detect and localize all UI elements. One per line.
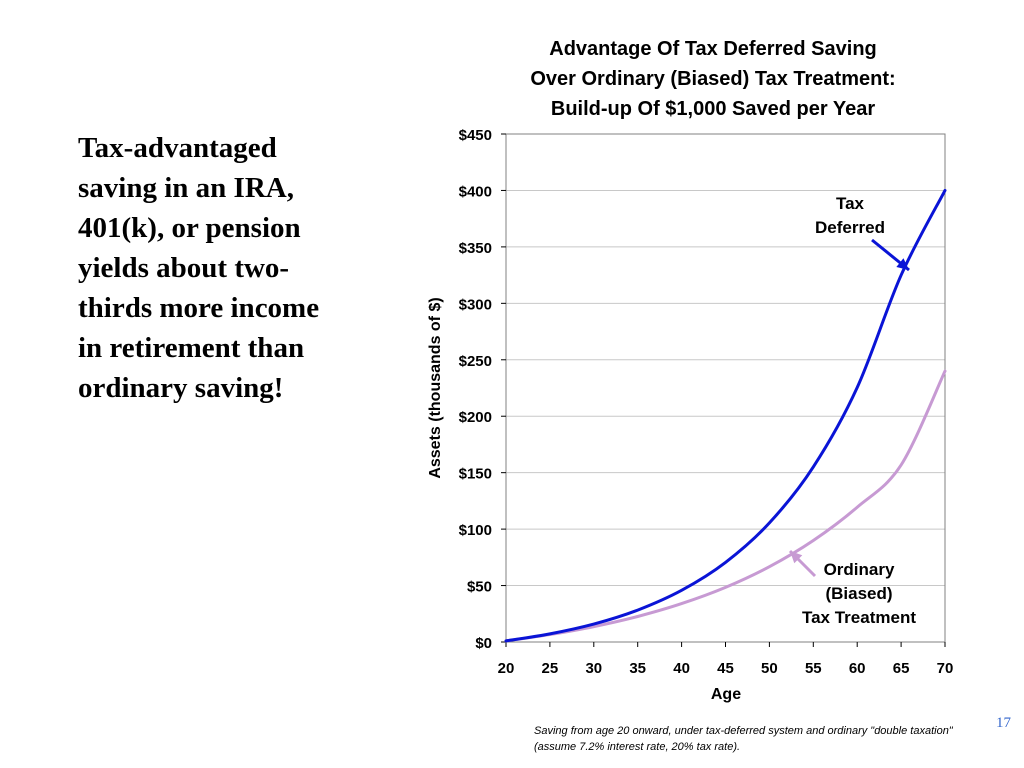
x-axis-label: Age xyxy=(711,686,741,703)
chart-grid xyxy=(506,189,945,587)
series-label-line: Deferred xyxy=(815,218,885,237)
x-tick-label: 65 xyxy=(893,660,910,677)
page-number: 17 xyxy=(996,715,1011,731)
chart-title: Advantage Of Tax Deferred Saving Over Or… xyxy=(470,34,956,124)
y-tick-label: $450 xyxy=(459,127,492,144)
chart-title-line: Advantage Of Tax Deferred Saving xyxy=(549,38,877,60)
series-line-tax-deferred xyxy=(504,188,947,643)
x-tick-label: 25 xyxy=(542,660,559,677)
y-tick-label: $150 xyxy=(459,466,492,483)
series-label-line: Tax Treatment xyxy=(801,608,916,627)
ordinary-arrow-head xyxy=(790,551,803,564)
x-tick-label: 50 xyxy=(761,660,778,677)
chart-series xyxy=(504,188,947,643)
y-tick-label: $300 xyxy=(459,296,492,313)
y-axis-label: Assets (thousands of $) xyxy=(427,297,444,478)
tax-deferred-arrow-head xyxy=(896,258,909,270)
x-tick-label: 70 xyxy=(937,660,954,677)
axis-ticks: $0 $50 $100 $150 $200 $250 $300 $350 $400 $450 20 2… xyxy=(459,127,954,677)
slide-body-text: Tax-advantaged saving in an IRA, 401(k),… xyxy=(78,132,320,404)
x-tick-label: 55 xyxy=(805,660,822,677)
footnote: Saving from age 20 onward, under tax-def… xyxy=(534,725,953,753)
x-tick-label: 60 xyxy=(849,660,866,677)
series-label-ordinary: Ordinary (Biased) Tax Treatment xyxy=(772,558,946,630)
x-tick-label: 35 xyxy=(629,660,646,677)
series-label-line: (Biased) xyxy=(825,584,893,603)
label-arrows xyxy=(788,238,910,578)
series-label-line: Tax xyxy=(835,194,865,213)
y-tick-label: $50 xyxy=(467,579,492,596)
y-tick-label: $250 xyxy=(459,353,492,370)
chart-title-line: Build-up Of $1,000 Saved per Year xyxy=(550,98,876,120)
y-tick-label: $400 xyxy=(459,183,492,200)
series-label-tax-deferred: Tax Deferred xyxy=(796,192,904,240)
x-tick-label: 30 xyxy=(585,660,602,677)
y-tick-label: $350 xyxy=(459,240,492,257)
y-tick-label: $0 xyxy=(475,635,492,652)
y-tick-label: $200 xyxy=(459,409,492,426)
y-tick-label: $100 xyxy=(459,522,492,539)
x-tick-label: 40 xyxy=(673,660,690,677)
chart-title-line: Over Ordinary (Biased) Tax Treatment: xyxy=(530,68,896,90)
series-label-line: Ordinary xyxy=(823,560,895,579)
x-tick-label: 45 xyxy=(717,660,734,677)
series-line-ordinary xyxy=(504,369,947,643)
x-tick-label: 20 xyxy=(498,660,515,677)
